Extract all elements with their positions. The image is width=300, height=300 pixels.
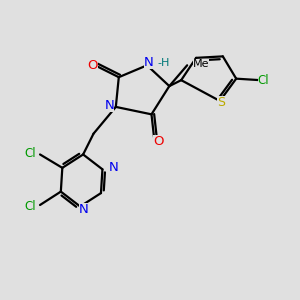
Text: N: N <box>144 56 153 69</box>
Text: Cl: Cl <box>258 74 269 87</box>
Text: N: N <box>109 161 119 174</box>
Text: S: S <box>217 96 225 109</box>
Text: N: N <box>79 203 88 216</box>
Text: Me: Me <box>193 59 209 69</box>
Text: N: N <box>104 99 114 112</box>
Text: O: O <box>153 135 163 148</box>
Text: Cl: Cl <box>24 147 36 161</box>
Text: -H: -H <box>158 58 170 68</box>
Text: Cl: Cl <box>24 200 36 213</box>
Text: O: O <box>87 59 98 72</box>
